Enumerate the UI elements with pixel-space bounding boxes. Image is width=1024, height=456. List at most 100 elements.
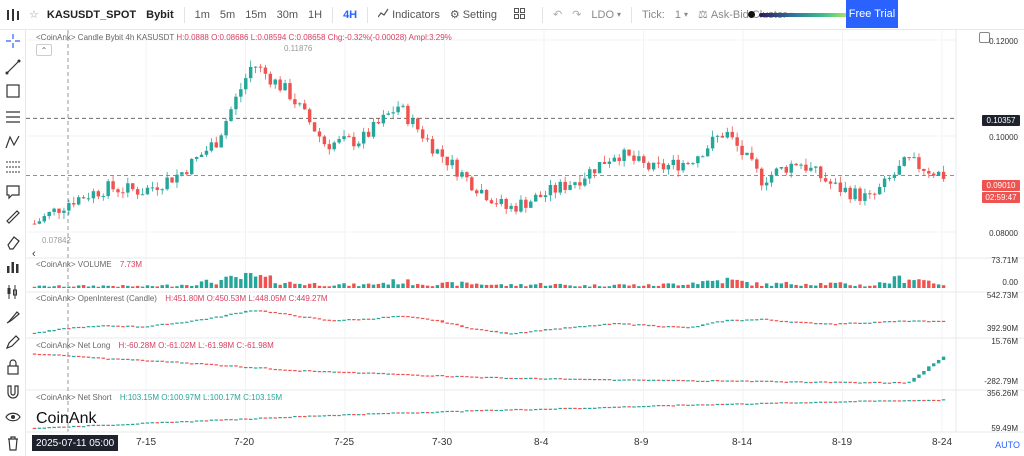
- oi-candle: [622, 323, 626, 325]
- magnet-icon[interactable]: [4, 383, 22, 401]
- auto-scale-button[interactable]: AUTO: [995, 440, 1020, 450]
- volume-bar: [121, 285, 125, 288]
- magnet-pencil-icon[interactable]: [4, 333, 22, 351]
- comment-icon[interactable]: [4, 183, 22, 201]
- candle-body: [922, 168, 926, 172]
- oi-candle: [548, 329, 553, 331]
- symbol-name[interactable]: KASUSDT_SPOT: [46, 8, 137, 21]
- interval-1h[interactable]: 1H: [308, 8, 323, 21]
- net-long-candle: [558, 378, 562, 380]
- chart-canvas[interactable]: [26, 30, 1024, 456]
- redo-icon[interactable]: ↷: [572, 9, 582, 21]
- candle-body: [907, 157, 911, 159]
- bar-chart-icon[interactable]: [4, 258, 22, 276]
- net-short-candle: [258, 417, 263, 419]
- net-short-candle: [140, 422, 145, 424]
- candle-body: [533, 194, 538, 202]
- net-long-candle: [57, 354, 61, 356]
- layout-grid-button[interactable]: [502, 7, 537, 22]
- scroll-left-icon[interactable]: ‹: [32, 248, 36, 260]
- chart-area[interactable]: <CoinAnk> Candle Bybit 4h KASUSDT H:0.08…: [26, 30, 1024, 456]
- volume-bar: [180, 284, 184, 288]
- setting-button[interactable]: ⚙ Setting: [445, 8, 502, 22]
- oi-candle: [651, 324, 656, 327]
- net-short-candle: [416, 412, 420, 414]
- net-long-candle: [361, 372, 366, 374]
- volume-bar: [764, 283, 769, 288]
- net-short-candle: [204, 420, 209, 422]
- interval-30m[interactable]: 30m: [276, 8, 298, 21]
- net-long-candle: [779, 381, 784, 383]
- oi-candle: [185, 321, 189, 323]
- free-trial-button[interactable]: Free Trial: [846, 0, 898, 28]
- volume-bar: [533, 284, 538, 288]
- volume-bar: [229, 275, 233, 288]
- eraser-icon[interactable]: [4, 233, 22, 251]
- chart-logo-icon[interactable]: [0, 0, 26, 30]
- interval-1m[interactable]: 1m: [194, 8, 210, 21]
- oi-candle: [823, 323, 828, 325]
- eye-icon[interactable]: [4, 408, 22, 426]
- ldo-dropdown[interactable]: LDO ▾: [586, 9, 626, 21]
- net-short-legend-label: <CoinAnk> Net Short: [36, 393, 112, 402]
- net-long-candle: [617, 379, 621, 381]
- candle-body: [411, 118, 415, 125]
- net-short-open: O:100.97M: [161, 393, 201, 402]
- interval-15m[interactable]: 15m: [245, 8, 267, 21]
- lock-icon[interactable]: [4, 358, 22, 376]
- undo-icon[interactable]: ↶: [552, 9, 563, 21]
- net-short-candle: [627, 406, 631, 408]
- net-short-candle: [347, 414, 351, 416]
- net-long-candle: [696, 380, 700, 383]
- oi-candle: [460, 325, 464, 328]
- volume-bar: [710, 280, 715, 288]
- volume-bar: [47, 286, 51, 288]
- countdown-tag: 02:59:47: [982, 192, 1020, 203]
- interval-5m[interactable]: 5m: [219, 8, 236, 21]
- candle-tool-icon[interactable]: [4, 283, 22, 301]
- favorite-star-icon[interactable]: ☆: [29, 9, 39, 21]
- net-long-candle: [489, 376, 494, 379]
- ruler-icon[interactable]: [4, 208, 22, 226]
- net-long-candle: [180, 362, 184, 364]
- net-long-candle: [838, 381, 843, 383]
- collapse-legend-button[interactable]: ⌃: [36, 44, 52, 56]
- oi-candle: [814, 323, 818, 325]
- trash-icon[interactable]: [4, 434, 22, 452]
- net-long-candle: [676, 379, 680, 382]
- volume-bar: [725, 277, 730, 288]
- candle-body: [691, 163, 695, 165]
- pattern-icon[interactable]: [4, 133, 22, 151]
- candle-body: [873, 193, 877, 195]
- x-label-7-25: 7-25: [334, 437, 355, 448]
- brush-icon[interactable]: [4, 308, 22, 326]
- trend-line-icon[interactable]: [4, 58, 22, 76]
- net-short-candle: [696, 404, 700, 406]
- chevron-down-icon: ▾: [617, 10, 622, 19]
- fib-icon[interactable]: [4, 158, 22, 176]
- volume-bar: [155, 286, 160, 288]
- oi-candle: [887, 321, 892, 323]
- interval-4h[interactable]: 4H: [343, 8, 358, 21]
- net-short-candle: [312, 415, 317, 417]
- volume-bar: [927, 280, 931, 288]
- candle-body: [435, 149, 440, 154]
- exchange-name[interactable]: Bybit: [146, 8, 174, 21]
- net-long-candle: [607, 379, 612, 381]
- net-short-candle: [224, 419, 228, 421]
- candle-body: [671, 159, 675, 166]
- slider-handle-left[interactable]: [748, 11, 755, 18]
- volume-bar: [568, 285, 572, 288]
- rectangle-icon[interactable]: [4, 82, 22, 100]
- net-short-candle: [760, 402, 764, 404]
- volume-bar: [96, 286, 101, 288]
- screenshot-icon[interactable]: [979, 32, 990, 43]
- crosshair-icon[interactable]: [4, 32, 22, 50]
- volume-bar: [278, 284, 282, 288]
- candle-body: [838, 182, 843, 193]
- volume-bar: [435, 285, 440, 288]
- tick-dropdown[interactable]: 1 ▾: [670, 9, 693, 21]
- candle-body: [165, 177, 169, 190]
- parallel-lines-icon[interactable]: [4, 108, 22, 126]
- indicators-button[interactable]: Indicators: [373, 8, 445, 21]
